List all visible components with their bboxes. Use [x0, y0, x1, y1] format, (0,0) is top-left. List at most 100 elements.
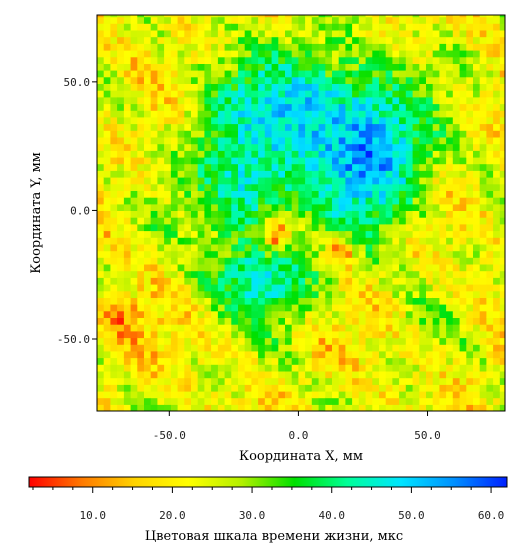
- heatmap-cell: [264, 404, 273, 411]
- heatmap-cell: [191, 230, 199, 238]
- heatmap-cell: [311, 170, 320, 178]
- heatmap-cell: [278, 70, 286, 78]
- heatmap-cell: [486, 130, 494, 138]
- heatmap-cell: [372, 243, 380, 252]
- heatmap-cell: [191, 197, 199, 205]
- heatmap-cell: [271, 96, 279, 105]
- heatmap-cell: [459, 43, 467, 51]
- heatmap-cell: [291, 250, 299, 258]
- heatmap-cell: [170, 43, 179, 51]
- heatmap-cell: [177, 297, 185, 305]
- heatmap-cell: [473, 197, 481, 205]
- heatmap-cell: [459, 290, 467, 298]
- heatmap-cell: [305, 110, 313, 118]
- heatmap-cell: [399, 203, 407, 211]
- heatmap-cell: [137, 223, 145, 232]
- heatmap-cell: [197, 177, 205, 185]
- heatmap-cell: [211, 56, 219, 64]
- heatmap-cell: [479, 337, 487, 345]
- heatmap-cell: [372, 337, 380, 345]
- heatmap-cell: [285, 377, 293, 385]
- heatmap-cell: [211, 103, 219, 111]
- heatmap-cell: [177, 190, 185, 198]
- heatmap-cell: [473, 277, 481, 285]
- heatmap-cell: [150, 103, 158, 111]
- heatmap-cell: [258, 76, 266, 84]
- heatmap-cell: [117, 344, 125, 352]
- heatmap-cell: [211, 16, 219, 24]
- heatmap-cell: [432, 150, 440, 158]
- heatmap-cell: [318, 116, 326, 125]
- heatmap-cell: [271, 290, 279, 298]
- heatmap-cell: [473, 15, 481, 18]
- heatmap-cell: [150, 83, 158, 91]
- heatmap-cell: [479, 304, 487, 312]
- heatmap-cell: [231, 197, 239, 205]
- heatmap-cell: [251, 350, 259, 359]
- heatmap-cell: [244, 43, 252, 51]
- heatmap-cell: [191, 397, 199, 405]
- heatmap-cell: [197, 43, 205, 51]
- heatmap-cell: [446, 70, 454, 78]
- heatmap-cell: [97, 50, 105, 58]
- heatmap-cell: [231, 43, 239, 51]
- heatmap-cell: [452, 370, 461, 379]
- heatmap-cell: [285, 257, 293, 265]
- heatmap-cell: [164, 377, 172, 385]
- heatmap-cell: [103, 163, 111, 171]
- heatmap-cell: [211, 210, 219, 218]
- heatmap-cell: [144, 217, 152, 225]
- heatmap-cell: [493, 357, 501, 365]
- heatmap-cell: [338, 143, 346, 151]
- heatmap-cell: [486, 177, 494, 185]
- heatmap-cell: [177, 230, 185, 238]
- heatmap-cell: [392, 123, 400, 131]
- heatmap-cell: [97, 15, 105, 18]
- heatmap-cell: [157, 170, 165, 178]
- heatmap-cell: [110, 377, 118, 385]
- heatmap-cell: [479, 384, 487, 392]
- heatmap-cell: [164, 116, 172, 125]
- heatmap-cell: [117, 96, 125, 105]
- heatmap-cell: [305, 357, 313, 365]
- heatmap-cell: [365, 364, 373, 372]
- heatmap-cell: [110, 123, 118, 131]
- heatmap-cell: [251, 270, 259, 278]
- heatmap-cell: [372, 317, 380, 325]
- heatmap-cell: [251, 263, 259, 272]
- heatmap-cell: [318, 16, 326, 24]
- heatmap-cell: [372, 250, 380, 258]
- heatmap-cell: [231, 76, 239, 84]
- heatmap-cell: [419, 43, 427, 51]
- heatmap-cell: [385, 310, 393, 318]
- heatmap-cell: [405, 223, 414, 232]
- heatmap-cell: [486, 150, 494, 158]
- heatmap-cell: [493, 310, 501, 318]
- heatmap-cell: [325, 103, 333, 111]
- heatmap-cell: [271, 237, 279, 245]
- heatmap-cell: [392, 404, 400, 411]
- heatmap-cell: [379, 223, 387, 232]
- heatmap-cell: [123, 83, 132, 91]
- heatmap-cell: [345, 83, 353, 91]
- heatmap-cell: [110, 277, 118, 285]
- heatmap-cell: [466, 404, 474, 411]
- heatmap-cell: [325, 90, 333, 98]
- heatmap-cell: [150, 36, 158, 44]
- heatmap-cell: [278, 63, 286, 71]
- heatmap-cell: [191, 350, 199, 359]
- heatmap-cell: [405, 263, 414, 272]
- heatmap-cell: [479, 15, 487, 18]
- heatmap-cell: [103, 197, 111, 205]
- heatmap-cell: [123, 337, 132, 345]
- heatmap-cell: [473, 156, 481, 165]
- heatmap-cell: [479, 50, 487, 58]
- heatmap-cell: [439, 284, 447, 292]
- heatmap-cell: [291, 277, 299, 285]
- heatmap-cell: [244, 76, 252, 84]
- heatmap-cell: [399, 116, 407, 125]
- heatmap-cell: [137, 76, 145, 84]
- heatmap-cell: [224, 63, 232, 71]
- heatmap-cell: [358, 270, 367, 278]
- heatmap-cell: [459, 90, 467, 98]
